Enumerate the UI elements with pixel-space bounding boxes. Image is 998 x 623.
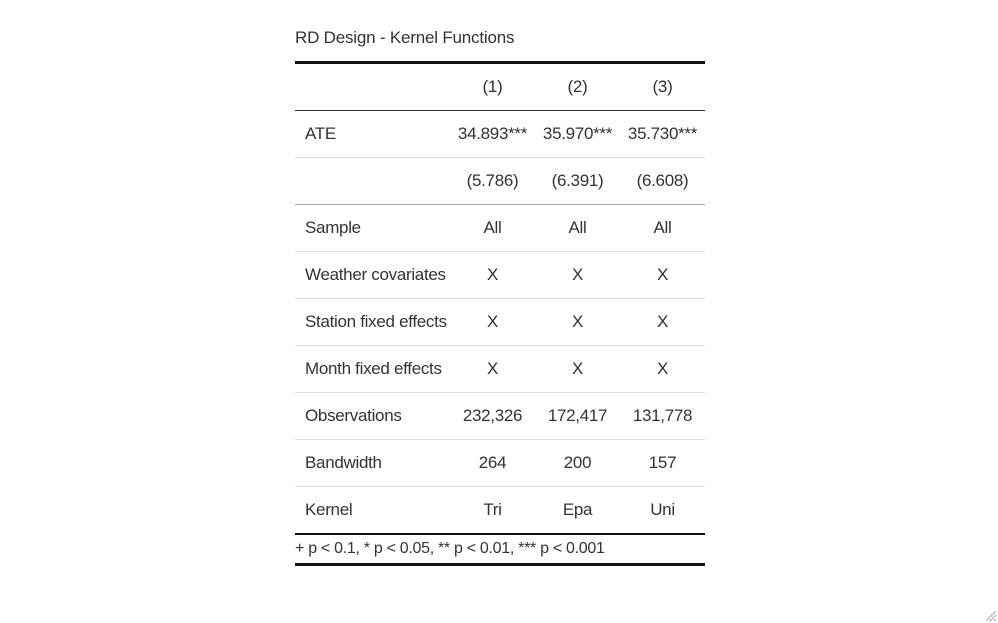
- cell-value: X: [450, 345, 535, 393]
- cell-value: 200: [535, 439, 620, 487]
- row-weather-covariates: Weather covariates X X X: [295, 251, 705, 299]
- header-model-1: (1): [450, 61, 535, 111]
- cell-value: X: [535, 251, 620, 299]
- cell-value: All: [535, 204, 620, 252]
- cell-value: 172,417: [535, 392, 620, 440]
- row-label: ATE: [295, 110, 450, 158]
- row-kernel: Kernel Tri Epa Uni: [295, 486, 705, 535]
- cell-value: X: [535, 345, 620, 393]
- cell-value: 157: [620, 439, 705, 487]
- row-month-fixed-effects: Month fixed effects X X X: [295, 345, 705, 393]
- header-blank: [295, 61, 450, 111]
- cell-value: 131,778: [620, 392, 705, 440]
- row-label: Weather covariates: [295, 251, 450, 299]
- row-station-fixed-effects: Station fixed effects X X X: [295, 298, 705, 346]
- cell-value: (5.786): [450, 157, 535, 205]
- row-bandwidth: Bandwidth 264 200 157: [295, 439, 705, 487]
- cell-value: 264: [450, 439, 535, 487]
- header-model-3: (3): [620, 61, 705, 111]
- cell-value: X: [450, 251, 535, 299]
- cell-value: 34.893***: [450, 110, 535, 158]
- row-standard-errors: (5.786) (6.391) (6.608): [295, 157, 705, 205]
- cell-value: X: [620, 345, 705, 393]
- row-label: Month fixed effects: [295, 345, 450, 393]
- row-label: Sample: [295, 204, 450, 252]
- table-caption: RD Design - Kernel Functions: [295, 28, 515, 47]
- row-label: Station fixed effects: [295, 298, 450, 346]
- regression-table: RD Design - Kernel Functions (1) (2) (3)…: [295, 26, 705, 566]
- cell-value: X: [620, 298, 705, 346]
- cell-value: X: [620, 251, 705, 299]
- cell-value: (6.391): [535, 157, 620, 205]
- row-label: Bandwidth: [295, 439, 450, 487]
- resize-grip-icon[interactable]: [986, 611, 996, 621]
- cell-value: X: [535, 298, 620, 346]
- row-observations: Observations 232,326 172,417 131,778: [295, 392, 705, 440]
- cell-value: Epa: [535, 486, 620, 535]
- header-row: (1) (2) (3): [295, 61, 705, 111]
- row-label: [295, 157, 450, 205]
- cell-value: All: [450, 204, 535, 252]
- significance-footnote: + p < 0.1, * p < 0.05, ** p < 0.01, *** …: [295, 535, 705, 566]
- cell-value: 232,326: [450, 392, 535, 440]
- header-model-2: (2): [535, 61, 620, 111]
- row-label: Observations: [295, 392, 450, 440]
- row-label: Kernel: [295, 486, 450, 535]
- cell-value: X: [450, 298, 535, 346]
- cell-value: All: [620, 204, 705, 252]
- cell-value: Tri: [450, 486, 535, 535]
- cell-value: 35.970***: [535, 110, 620, 158]
- row-sample: Sample All All All: [295, 204, 705, 252]
- cell-value: (6.608): [620, 157, 705, 205]
- cell-value: 35.730***: [620, 110, 705, 158]
- results-table: (1) (2) (3) ATE 34.893*** 35.970*** 35.7…: [295, 61, 705, 535]
- row-ate: ATE 34.893*** 35.970*** 35.730***: [295, 110, 705, 158]
- cell-value: Uni: [620, 486, 705, 535]
